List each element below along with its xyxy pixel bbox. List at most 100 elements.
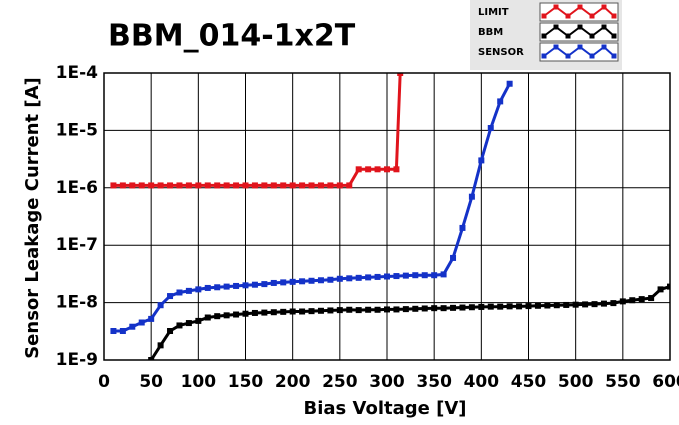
legend-label: SENSOR	[478, 47, 524, 58]
data-point	[270, 309, 277, 316]
x-tick-label: 300	[369, 372, 405, 392]
data-point	[195, 182, 202, 189]
data-point	[129, 323, 136, 330]
x-tick-label: 100	[181, 372, 217, 392]
data-point	[233, 311, 240, 318]
data-point	[384, 306, 390, 313]
data-point	[308, 308, 315, 315]
data-point	[261, 182, 268, 189]
data-point	[591, 301, 598, 308]
data-point	[242, 282, 249, 289]
data-point	[251, 281, 258, 288]
data-point	[317, 182, 324, 189]
legend-marker	[601, 44, 607, 50]
legend-marker	[589, 13, 595, 19]
data-point	[450, 254, 457, 261]
legend-label: BBM	[478, 27, 503, 38]
legend-marker	[611, 53, 617, 59]
data-point	[317, 277, 324, 284]
data-point	[138, 319, 145, 326]
legend-swatch-bg	[539, 22, 619, 42]
data-point	[214, 182, 221, 189]
x-tick-label: 350	[416, 372, 452, 392]
data-point	[421, 305, 428, 312]
data-point	[459, 304, 466, 311]
data-point	[525, 303, 532, 310]
data-point	[270, 182, 277, 189]
data-point	[233, 182, 240, 189]
data-point	[110, 328, 117, 335]
data-point	[365, 306, 372, 313]
data-point	[261, 309, 268, 316]
data-point	[582, 301, 589, 308]
data-point	[638, 296, 645, 303]
data-point	[289, 308, 296, 315]
data-point	[204, 284, 211, 291]
data-point	[397, 73, 404, 76]
data-point	[497, 303, 504, 310]
legend-marker	[589, 53, 595, 59]
data-point	[280, 279, 287, 286]
data-point	[346, 182, 353, 189]
data-point	[167, 293, 174, 300]
legend-marker	[553, 24, 559, 30]
data-point	[270, 279, 277, 286]
data-point	[355, 274, 362, 281]
data-point	[393, 306, 400, 313]
data-point	[534, 302, 541, 309]
data-point	[336, 182, 343, 189]
legend-marker	[589, 33, 595, 39]
data-point	[450, 304, 457, 311]
data-point	[365, 166, 372, 173]
data-point	[223, 312, 230, 319]
data-point	[138, 182, 145, 189]
data-point	[468, 304, 475, 311]
data-point	[459, 224, 466, 231]
data-point	[336, 307, 343, 314]
data-point	[214, 313, 221, 320]
legend-marker	[553, 44, 559, 50]
data-point	[129, 182, 136, 189]
data-point	[176, 289, 183, 296]
legend-marker	[541, 33, 547, 39]
data-point	[299, 278, 306, 285]
data-point	[185, 287, 192, 294]
x-tick-label: 250	[322, 372, 358, 392]
legend-marker	[565, 13, 571, 19]
plot-frame	[103, 72, 671, 361]
x-tick-label: 400	[464, 372, 500, 392]
data-point	[648, 295, 655, 302]
data-point	[251, 182, 258, 189]
data-point	[242, 182, 249, 189]
data-point	[299, 308, 306, 315]
legend-marker	[541, 53, 547, 59]
data-point	[223, 182, 230, 189]
data-point	[327, 276, 334, 283]
legend-marker	[577, 44, 583, 50]
data-point	[119, 182, 126, 189]
data-point	[223, 283, 230, 290]
data-point	[167, 328, 174, 335]
data-point	[308, 277, 315, 284]
y-axis-label: Sensor Leakage Current [A]	[22, 77, 43, 359]
data-point	[506, 80, 513, 87]
data-point	[374, 273, 381, 280]
data-point	[619, 298, 626, 305]
data-point	[157, 342, 164, 349]
data-point	[440, 271, 447, 278]
data-point	[148, 182, 155, 189]
data-point	[393, 166, 400, 173]
data-point	[657, 286, 664, 293]
data-point	[167, 182, 174, 189]
x-tick-label: 150	[228, 372, 264, 392]
data-point	[478, 157, 485, 164]
data-point	[148, 357, 155, 360]
data-point	[553, 302, 560, 309]
data-point	[346, 275, 353, 282]
data-point	[355, 166, 362, 173]
data-point	[544, 302, 551, 309]
x-tick-label: 600	[652, 372, 679, 392]
legend-marker	[611, 13, 617, 19]
y-tick-label: 1E-6	[56, 178, 98, 198]
